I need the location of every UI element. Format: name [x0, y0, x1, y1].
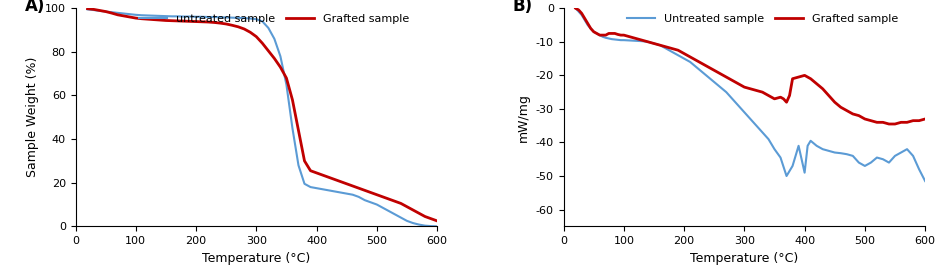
Line: Grafted sample: Grafted sample [576, 8, 925, 124]
Grafted sample [585, 27, 597, 30]
Grafted sample [431, 219, 443, 222]
Legend: untreated sample, Grafted sample: untreated sample, Grafted sample [135, 9, 413, 28]
Text: A): A) [25, 0, 45, 15]
Grafted sample [136, 17, 147, 20]
untreated sample [82, 8, 93, 11]
X-axis label: Temperature (°C): Temperature (°C) [202, 252, 311, 265]
Y-axis label: Sample Weight (%): Sample Weight (%) [26, 57, 40, 177]
Grafted sample [570, 7, 582, 10]
Grafted sample [118, 14, 129, 18]
Grafted sample [661, 45, 672, 49]
Untreated sample [907, 154, 919, 158]
Y-axis label: mW/mg: mW/mg [517, 93, 531, 142]
Grafted sample [82, 7, 93, 10]
Grafted sample [919, 117, 931, 121]
untreated sample [431, 225, 443, 228]
Grafted sample [94, 9, 106, 12]
Grafted sample [335, 180, 346, 183]
Untreated sample [615, 38, 627, 42]
Line: Untreated sample: Untreated sample [576, 8, 925, 181]
untreated sample [262, 26, 274, 30]
untreated sample [335, 191, 346, 194]
Grafted sample [262, 49, 274, 52]
Text: B): B) [513, 0, 533, 15]
Grafted sample [757, 91, 768, 94]
Line: Grafted sample: Grafted sample [88, 9, 437, 221]
Untreated sample [618, 38, 630, 42]
Grafted sample [173, 19, 184, 23]
Untreated sample [757, 131, 768, 134]
Untreated sample [877, 158, 888, 161]
untreated sample [173, 15, 184, 18]
untreated sample [136, 14, 147, 17]
Line: untreated sample: untreated sample [88, 9, 437, 226]
Grafted sample [884, 122, 895, 126]
Grafted sample [654, 44, 666, 47]
Untreated sample [919, 179, 931, 183]
X-axis label: Temperature (°C): Temperature (°C) [690, 252, 799, 265]
Untreated sample [570, 7, 582, 10]
Untreated sample [750, 124, 762, 127]
Legend: Untreated sample, Grafted sample: Untreated sample, Grafted sample [623, 9, 902, 28]
untreated sample [118, 12, 129, 15]
untreated sample [94, 9, 106, 12]
Grafted sample [609, 32, 620, 35]
Grafted sample [914, 119, 925, 122]
